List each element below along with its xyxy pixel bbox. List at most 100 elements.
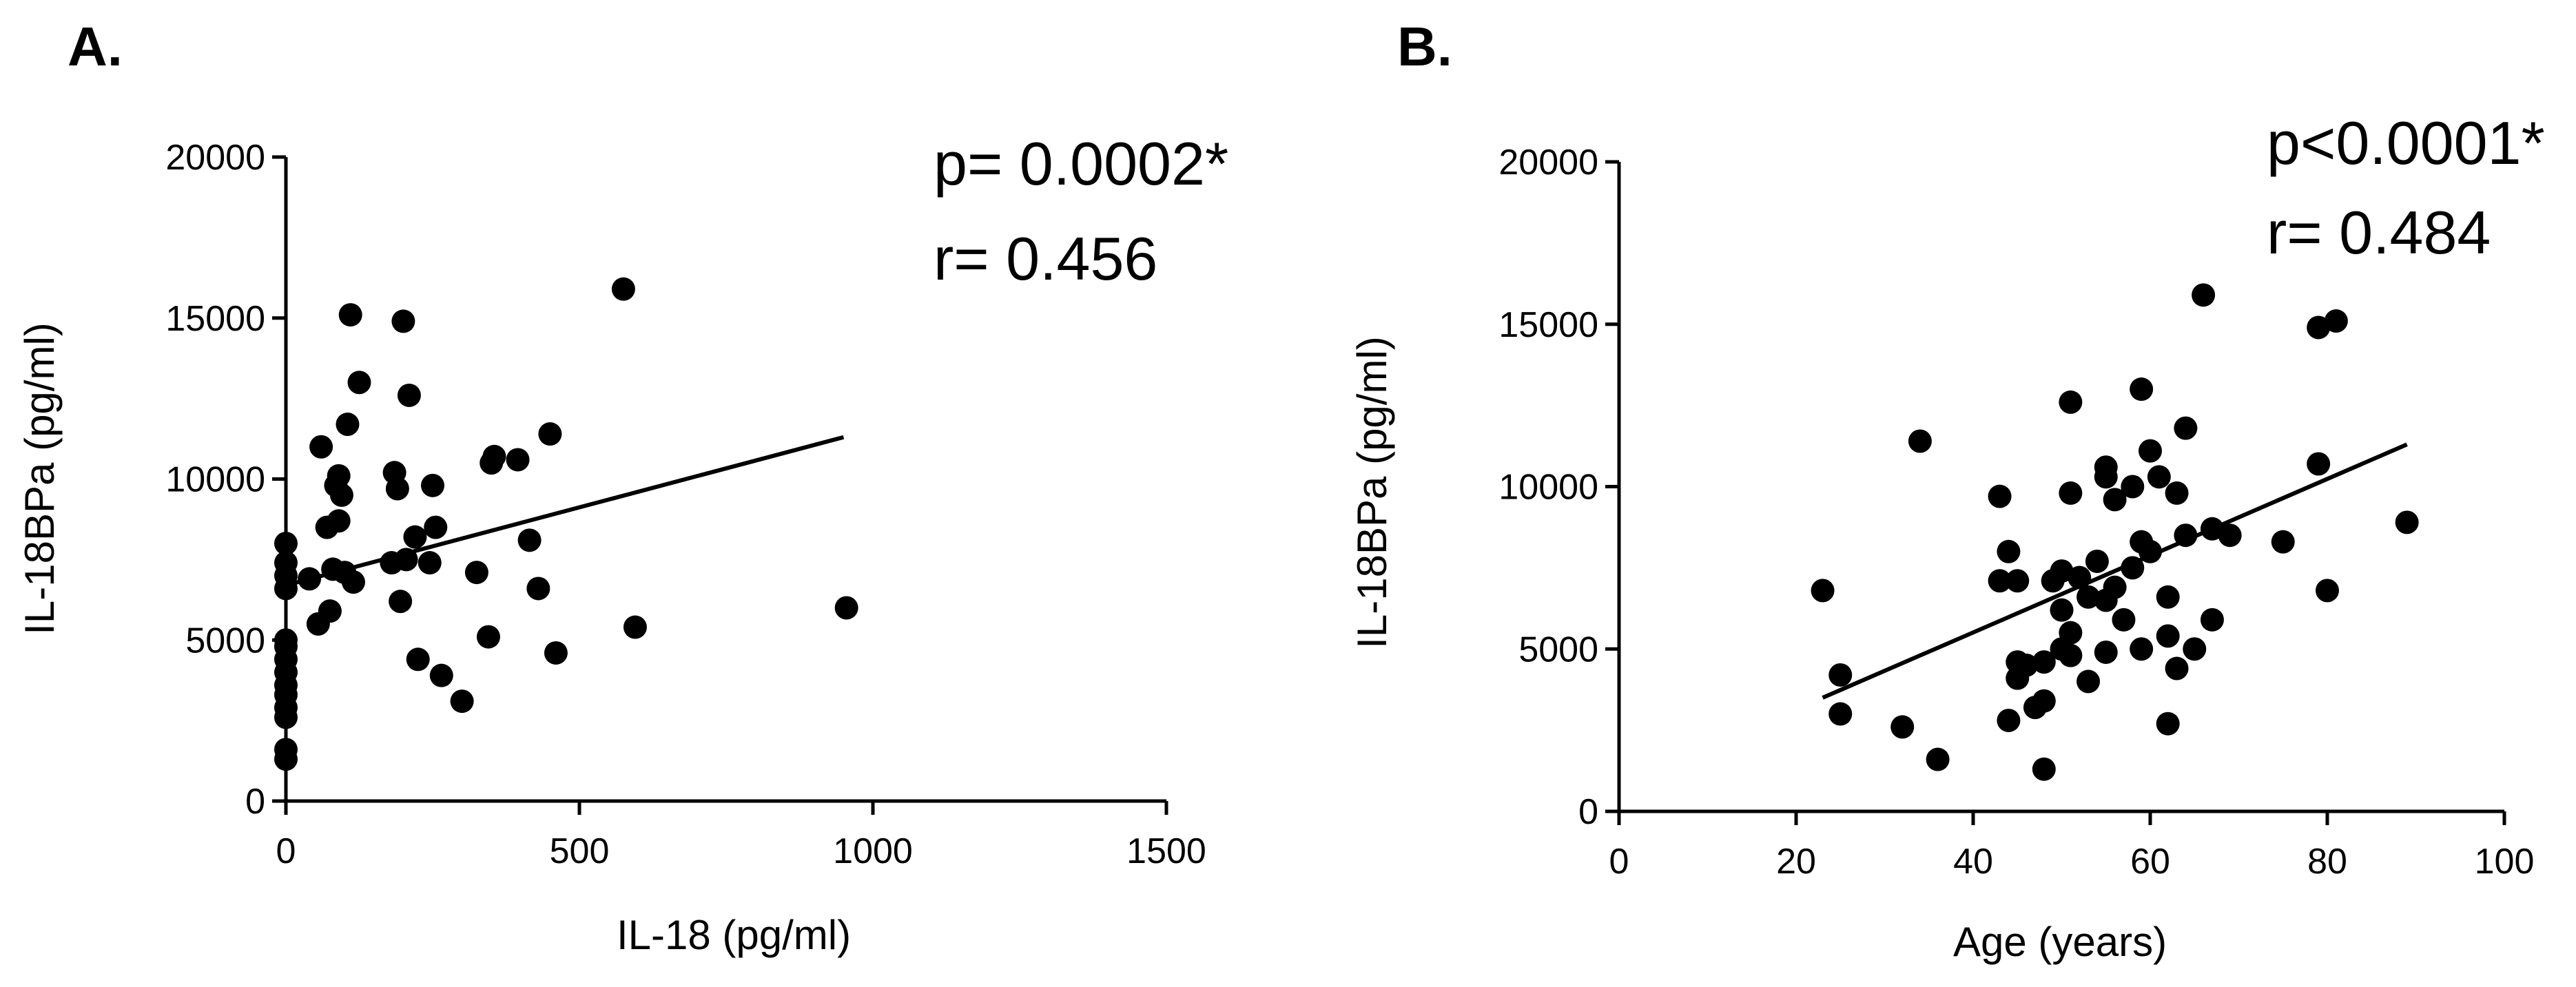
panel-b-data-point — [2077, 585, 2101, 609]
panel-a-data-point — [338, 303, 362, 327]
panel-a-data-point — [623, 615, 647, 639]
panel-a-data-point — [309, 435, 333, 459]
panel-b-data-point — [2059, 390, 2083, 414]
panel-b-data-point — [2165, 656, 2189, 680]
panel-b-data-point — [2006, 569, 2030, 593]
panel-b-data-point — [2050, 559, 2074, 583]
panel-b-data-point — [2068, 565, 2092, 590]
panel-b-scatter-chart: B. p<0.0001* r= 0.484 Age (years) IL-18B… — [1349, 16, 2545, 965]
panel-b-y-tick-label: 0 — [1578, 792, 1598, 832]
panel-a-y-tick-label: 5000 — [185, 621, 265, 661]
panel-b-x-tick-label: 40 — [1953, 842, 1993, 882]
panel-a-x-tick-label: 1000 — [833, 831, 913, 871]
panel-b-data-point — [2200, 607, 2224, 632]
panel-a-data-point — [274, 532, 298, 555]
panel-a-data-point — [389, 590, 413, 614]
panel-a-data-point — [506, 448, 530, 472]
panel-b-x-tick-label: 60 — [2130, 842, 2170, 882]
panel-b-x-axis-title: Age (years) — [1953, 919, 2167, 965]
panel-b-data-point — [2139, 439, 2162, 463]
panel-b-data-point — [2112, 607, 2136, 632]
panel-b-data-point — [2094, 465, 2118, 489]
panel-b-data-point — [1811, 579, 1835, 603]
panel-a-data-point — [298, 567, 322, 591]
panel-b-data-point — [1926, 747, 1950, 771]
panel-b-data-point — [2156, 711, 2180, 736]
panel-b-data-point — [2050, 598, 2074, 622]
panel-a-y-axis-title: IL-18BPa (pg/ml) — [17, 322, 63, 635]
panel-b-regression — [1822, 442, 2408, 700]
panel-b-x-tick-label: 0 — [1609, 842, 1629, 882]
panel-a-data-point — [429, 663, 453, 687]
panel-b-y-tick-label: 15000 — [1498, 305, 1598, 345]
panel-b-label: B. — [1397, 16, 1452, 77]
panel-b-data-point — [2059, 621, 2083, 645]
panel-b-data-point — [2395, 510, 2419, 534]
panel-a-data-point — [403, 525, 427, 549]
panel-b-regression-line — [1822, 442, 2408, 700]
panel-a-data-point — [397, 383, 421, 407]
panel-b-x-tick-label: 80 — [2307, 842, 2347, 882]
panel-a-data-point — [394, 548, 418, 572]
panel-b-data-point — [2059, 643, 2083, 667]
panel-a-data-point — [329, 483, 353, 507]
panel-b-data-point — [1828, 702, 1853, 726]
panel-b-data-point — [2147, 465, 2171, 489]
panel-b-data-point — [2032, 650, 2056, 674]
panel-a-data-point — [526, 576, 550, 601]
panel-b-data-point — [2032, 689, 2056, 713]
panel-a-regression — [285, 435, 845, 588]
panel-b-data-point — [2271, 530, 2295, 554]
panel-a-data-point — [327, 509, 351, 533]
panel-b-data-point — [2121, 556, 2145, 580]
panel-b-points — [1811, 283, 2419, 781]
panel-a-points — [274, 277, 858, 771]
panel-a-x-tick-label: 500 — [550, 831, 610, 871]
panel-a-data-point — [336, 413, 360, 437]
panel-b-data-point — [2032, 757, 2056, 781]
panel-b-data-point — [2174, 416, 2198, 440]
panel-b-x-tick-label: 20 — [1776, 842, 1816, 882]
panel-b-data-point — [2059, 481, 2083, 505]
panel-b-data-point — [1997, 708, 2021, 732]
panel-a-data-point — [544, 641, 568, 665]
panel-b-data-point — [2139, 539, 2162, 563]
panel-a-data-point — [327, 464, 351, 488]
panel-a-data-point — [450, 689, 474, 714]
panel-a-x-tick-label: 1500 — [1126, 831, 1206, 871]
panel-b-data-point — [1988, 569, 2012, 593]
panel-b-data-point — [1828, 663, 1853, 687]
panel-b-data-point — [1908, 429, 1932, 453]
panel-b-data-point — [1890, 715, 1915, 739]
panel-a-r-value: r= 0.456 — [934, 225, 1157, 293]
panel-a-data-point — [341, 570, 365, 594]
panel-b-data-point — [2174, 523, 2198, 548]
panel-a-data-point — [464, 561, 488, 585]
panel-b-data-point — [2156, 585, 2180, 609]
panel-a-data-point — [406, 647, 430, 672]
panel-b-data-point — [1988, 484, 2012, 508]
panel-b-data-point — [2192, 283, 2216, 307]
panel-b-data-point — [1997, 539, 2021, 563]
panel-a-x-tick-label: 0 — [276, 831, 296, 871]
panel-a-y-tick-label: 0 — [245, 782, 265, 822]
panel-b-r-value: r= 0.484 — [2267, 198, 2491, 267]
panel-a-data-point — [318, 599, 342, 623]
panel-b-data-point — [2103, 488, 2127, 512]
panel-a-scatter-chart: A. p= 0.0002* r= 0.456 IL-18 (pg/ml) IL-… — [17, 16, 1228, 958]
panel-b-data-point — [2156, 624, 2180, 648]
panel-a-data-point — [418, 551, 442, 575]
panel-b-p-value: p<0.0001* — [2267, 109, 2545, 177]
panel-b-data-point — [2094, 640, 2118, 664]
panel-a-data-point — [538, 422, 562, 446]
panel-a-data-point — [611, 277, 635, 301]
panel-a-label: A. — [68, 16, 123, 77]
panel-a-data-point — [517, 528, 542, 552]
panel-b-y-axis-title: IL-18BPa (pg/ml) — [1349, 336, 1395, 649]
panel-a-data-point — [391, 309, 415, 333]
panel-a-data-point — [476, 625, 500, 649]
panel-b-data-point — [2085, 549, 2109, 573]
panel-b-y-tick-label: 20000 — [1498, 143, 1598, 183]
panel-a-x-axis-title: IL-18 (pg/ml) — [617, 912, 851, 958]
